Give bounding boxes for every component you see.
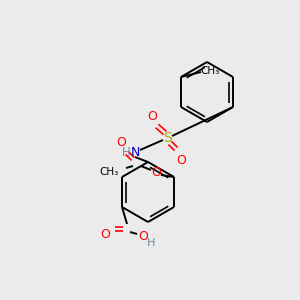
Text: O: O bbox=[151, 167, 161, 179]
Text: H: H bbox=[122, 146, 130, 158]
Text: CH₃: CH₃ bbox=[200, 66, 220, 76]
Text: H: H bbox=[147, 238, 155, 248]
Text: O: O bbox=[138, 230, 148, 244]
Text: O: O bbox=[147, 110, 157, 122]
Text: O: O bbox=[100, 229, 110, 242]
Text: CH₃: CH₃ bbox=[99, 167, 119, 177]
Text: O: O bbox=[116, 136, 126, 149]
Text: S: S bbox=[164, 131, 172, 145]
Text: O: O bbox=[176, 154, 186, 166]
Text: N: N bbox=[130, 146, 140, 158]
